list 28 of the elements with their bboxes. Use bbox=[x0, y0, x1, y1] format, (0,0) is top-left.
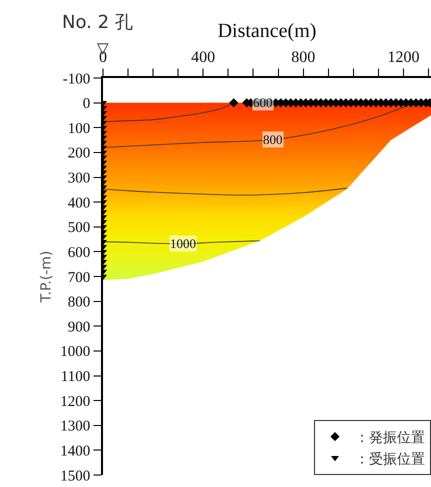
x-tick-label: 800 bbox=[291, 48, 316, 66]
y-tick-label: 600 bbox=[68, 244, 90, 261]
legend-label: ：発振位置 bbox=[355, 430, 425, 446]
y-tick-label: 1100 bbox=[60, 369, 90, 385]
y-axis-title: T.P.(-m) bbox=[38, 250, 54, 304]
y-tick-label: 1400 bbox=[60, 443, 90, 460]
y-tick-label: 300 bbox=[68, 170, 90, 186]
y-tick-label: 100 bbox=[68, 120, 90, 137]
chart-title: No. 2 孔 bbox=[62, 12, 133, 33]
y-tick-label: 400 bbox=[68, 195, 90, 212]
x-axis-title: Distance(m) bbox=[218, 20, 316, 42]
x-tick-label: 1200 bbox=[387, 48, 420, 66]
y-tick-label: 0 bbox=[82, 96, 90, 112]
point bbox=[229, 98, 238, 108]
y-tick-label: 900 bbox=[68, 319, 90, 336]
y-tick-label: 1200 bbox=[60, 394, 90, 410]
y-tick-label: 800 bbox=[68, 294, 90, 311]
y-tick-label: 1500 bbox=[60, 468, 90, 484]
y-tick-label: 1000 bbox=[60, 344, 90, 360]
y-tick-label: -100 bbox=[62, 71, 90, 88]
legend-label: ：受振位置 bbox=[355, 451, 425, 468]
annotation: 800 bbox=[263, 132, 282, 147]
y-tick-label: 200 bbox=[68, 146, 90, 162]
y-tick-label: 1300 bbox=[60, 418, 90, 435]
y-tick-label: 700 bbox=[68, 270, 90, 286]
annotation: 600 bbox=[253, 95, 272, 110]
x-tick-label: 400 bbox=[191, 48, 216, 66]
y-tick-label: 500 bbox=[68, 220, 90, 236]
